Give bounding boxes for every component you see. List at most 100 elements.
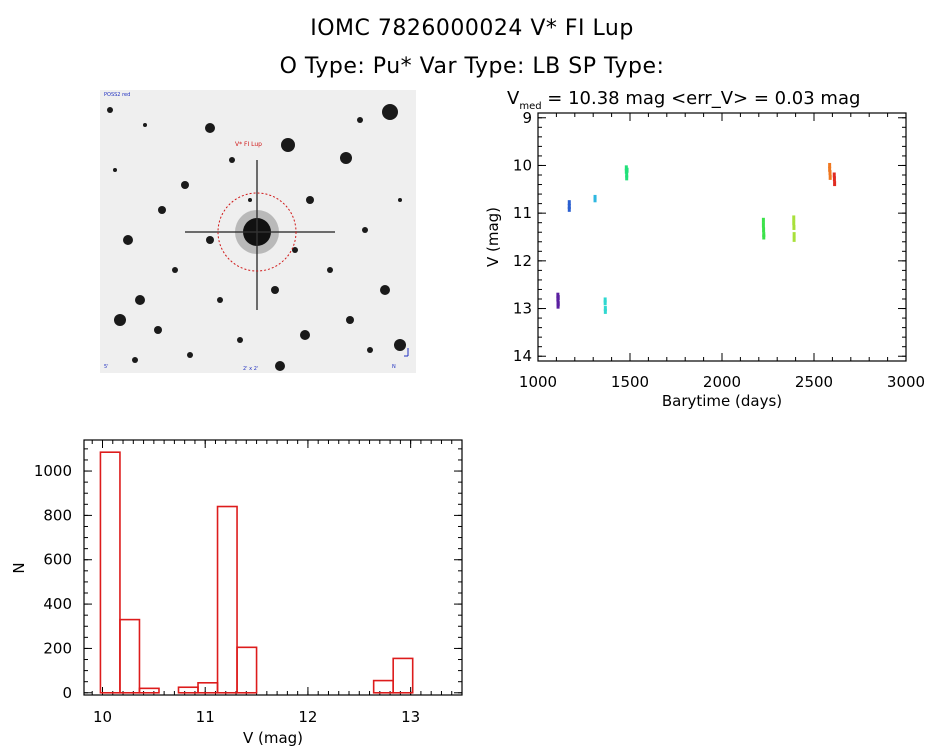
- histogram-bar: [216, 505, 238, 694]
- y-tick-label: 13: [513, 300, 532, 318]
- light-curve-point: [828, 170, 832, 176]
- light-curve-point: [832, 172, 836, 178]
- vmed-prefix: V: [507, 88, 520, 109]
- light-curve-point: [625, 175, 629, 181]
- hist-x-tick-label: 13: [401, 708, 420, 726]
- light-curve-point: [828, 174, 832, 180]
- hist-y-tick-label: 400: [43, 595, 72, 613]
- field-star: [281, 138, 295, 152]
- light-curve-point: [833, 181, 837, 187]
- field-star: [187, 352, 193, 358]
- field-star: [114, 314, 126, 326]
- field-star: [292, 247, 298, 253]
- star-field: V* FI Lup POSS2 red 5' 2' x 2' N: [100, 90, 416, 373]
- light-curve-point: [761, 217, 765, 223]
- light-curve-point: [603, 297, 607, 303]
- light-curve-point: [603, 306, 607, 312]
- histogram-xlabel: V (mag): [243, 729, 303, 747]
- light-curve-point: [792, 224, 796, 230]
- light-curve-point: [828, 166, 832, 172]
- field-star: [327, 267, 333, 273]
- field-star: [367, 347, 373, 353]
- light-curve-ylabel: V (mag): [484, 207, 502, 267]
- field-star: [398, 198, 402, 202]
- light-curve-point: [625, 172, 629, 178]
- field-star: [275, 361, 285, 371]
- light-curve-point: [556, 292, 560, 298]
- light-curve-point: [593, 197, 597, 203]
- field-star: [181, 181, 189, 189]
- field-star: [340, 152, 352, 164]
- hist-x-tick-label: 11: [196, 708, 215, 726]
- image-corner-bottom-right: N: [392, 364, 396, 370]
- light-curve-point: [593, 194, 597, 200]
- light-curve-point: [567, 203, 571, 209]
- field-star: [300, 330, 310, 340]
- histogram-bar: [392, 657, 414, 694]
- x-tick-label: 2500: [795, 373, 833, 391]
- field-star: [206, 236, 214, 244]
- histogram-bar: [119, 618, 141, 694]
- histogram-bar: [236, 646, 258, 694]
- light-curve-point: [762, 227, 766, 233]
- light-curve-point: [603, 300, 607, 306]
- image-corner-top-left: POSS2 red: [104, 92, 130, 98]
- histogram-frame: [83, 439, 463, 696]
- finder-chart-image: V* FI Lup POSS2 red 5' 2' x 2' N: [100, 90, 416, 373]
- field-star: [172, 267, 178, 273]
- field-star: [362, 227, 368, 233]
- light-curve-xlabel: Barytime (days): [662, 392, 782, 410]
- hist-x-tick-label: 12: [298, 708, 317, 726]
- light-curve-point: [556, 301, 560, 307]
- light-curve-point: [624, 165, 628, 171]
- chart-title-line2: O Type: Pu* Var Type: LB SP Type:: [279, 54, 665, 79]
- light-curve-point: [792, 220, 796, 226]
- histogram-ylabel: N: [10, 562, 28, 573]
- hist-x-tick-label: 10: [93, 708, 112, 726]
- field-star: [357, 117, 363, 123]
- y-tick-label: 10: [513, 156, 532, 174]
- hist-y-tick-label: 600: [43, 551, 72, 569]
- field-star: [113, 168, 117, 172]
- target-label: V* FI Lup: [235, 141, 262, 148]
- field-star: [229, 157, 235, 163]
- field-star: [107, 107, 113, 113]
- histogram-bar: [197, 682, 219, 694]
- hist-y-tick-label: 800: [43, 506, 72, 524]
- hist-y-tick-label: 1000: [34, 462, 72, 480]
- light-curve-point: [603, 308, 607, 314]
- field-star: [123, 235, 133, 245]
- field-star: [154, 326, 162, 334]
- y-tick-label: 11: [513, 204, 532, 222]
- hist-y-tick-label: 0: [62, 684, 72, 702]
- light-curve-point: [625, 167, 629, 173]
- field-star: [306, 196, 314, 204]
- field-star: [132, 357, 138, 363]
- field-star: [380, 285, 390, 295]
- field-star: [143, 123, 147, 127]
- field-star: [158, 206, 166, 214]
- light-curve-point: [556, 296, 560, 302]
- light-curve-point: [828, 162, 832, 168]
- light-curve-point: [832, 176, 836, 182]
- x-tick-label: 1000: [519, 373, 557, 391]
- field-star: [217, 297, 223, 303]
- field-star: [394, 339, 406, 351]
- light-curve-point: [567, 200, 571, 206]
- x-tick-label: 3000: [887, 373, 925, 391]
- vmed-subscript: med: [519, 101, 541, 112]
- light-curve-point: [556, 303, 560, 309]
- y-tick-label: 14: [513, 347, 532, 365]
- image-corner-bottom-center: 2' x 2': [243, 366, 258, 372]
- light-curve-point: [792, 236, 796, 242]
- y-tick-label: 12: [513, 252, 532, 270]
- compass-arrow-icon: [404, 348, 409, 357]
- hist-y-tick-label: 200: [43, 639, 72, 657]
- light-curve-point: [792, 215, 796, 221]
- field-star: [346, 316, 354, 324]
- field-star: [135, 295, 145, 305]
- target-circle: [217, 192, 297, 272]
- light-curve-point: [762, 234, 766, 240]
- target-star: [185, 160, 335, 310]
- vmed-text: = 10.38 mag <err_V> = 0.03 mag: [542, 88, 861, 109]
